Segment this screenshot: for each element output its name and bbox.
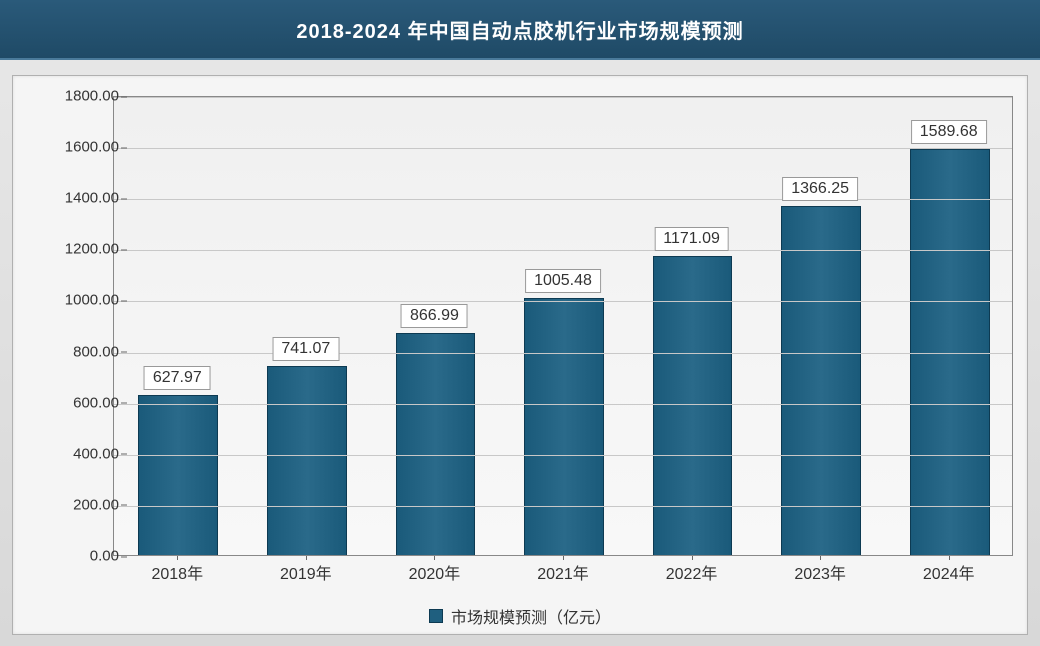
x-category-label: 2022年 (632, 560, 752, 584)
bar-value-label: 741.07 (272, 337, 339, 361)
y-tick-label: 600.00 (39, 394, 119, 411)
y-tick-label: 1800.00 (39, 88, 119, 105)
plot-area (113, 96, 1013, 556)
gridline (114, 148, 1012, 149)
x-category-label: 2024年 (889, 560, 1009, 584)
x-category-label: 2021年 (503, 560, 623, 584)
bar-value-label: 1171.09 (654, 227, 729, 251)
bar (396, 333, 476, 555)
bar (524, 298, 604, 555)
legend-swatch (429, 609, 443, 623)
chart-title: 2018-2024 年中国自动点胶机行业市场规模预测 (296, 15, 743, 44)
y-tick-label: 1200.00 (39, 241, 119, 258)
y-tick-label: 1000.00 (39, 292, 119, 309)
bar-value-label: 1589.68 (911, 120, 987, 144)
bar (781, 206, 861, 555)
y-tick-label: 1600.00 (39, 139, 119, 156)
y-tick-label: 200.00 (39, 496, 119, 513)
bar (138, 395, 218, 555)
chart-title-band: 2018-2024 年中国自动点胶机行业市场规模预测 (0, 0, 1040, 60)
gridline (114, 199, 1012, 200)
bar-value-label: 866.99 (401, 304, 468, 328)
y-tick-label: 1400.00 (39, 190, 119, 207)
gridline (114, 97, 1012, 98)
x-category-label: 2019年 (246, 560, 366, 584)
chart-frame: 市场规模预测（亿元） 0.00 200.00 400.00 600.00 800.00 1… (12, 75, 1028, 635)
y-tick-label: 0.00 (39, 548, 119, 565)
gridline (114, 353, 1012, 354)
gridline (114, 506, 1012, 507)
bars-layer (114, 97, 1012, 555)
y-tick-label: 400.00 (39, 445, 119, 462)
gridline (114, 250, 1012, 251)
gridline (114, 404, 1012, 405)
gridline (114, 301, 1012, 302)
bar (267, 366, 347, 555)
x-category-label: 2018年 (117, 560, 237, 584)
legend: 市场规模预测（亿元） (13, 604, 1027, 628)
gridline (114, 455, 1012, 456)
bar-value-label: 1366.25 (782, 177, 858, 201)
legend-label: 市场规模预测（亿元） (451, 604, 611, 628)
y-tick-label: 800.00 (39, 343, 119, 360)
bar-value-label: 1005.48 (525, 269, 601, 293)
bar-value-label: 627.97 (144, 366, 211, 390)
x-category-label: 2023年 (760, 560, 880, 584)
x-category-label: 2020年 (374, 560, 494, 584)
